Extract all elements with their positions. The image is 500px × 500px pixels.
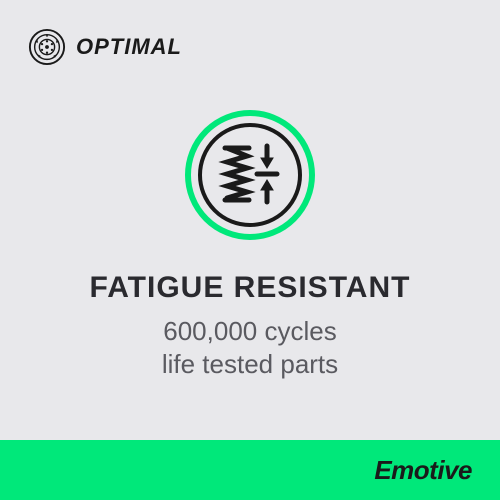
- footer-brand: Emotive: [374, 455, 472, 486]
- footer-bar: Emotive: [0, 440, 500, 500]
- feature-block: FATIGUE RESISTANT 600,000 cycles life te…: [0, 110, 500, 380]
- subline-line-1: 600,000 cycles: [163, 316, 336, 346]
- spring-compression-icon: [185, 110, 315, 240]
- brand-name: OPTIMAL: [76, 34, 182, 60]
- brand-header: OPTIMAL: [28, 28, 182, 66]
- feature-headline: FATIGUE RESISTANT: [0, 271, 500, 305]
- feature-subline: 600,000 cycles life tested parts: [0, 315, 500, 380]
- optimal-badge-icon: [28, 28, 66, 66]
- subline-line-2: life tested parts: [162, 349, 338, 379]
